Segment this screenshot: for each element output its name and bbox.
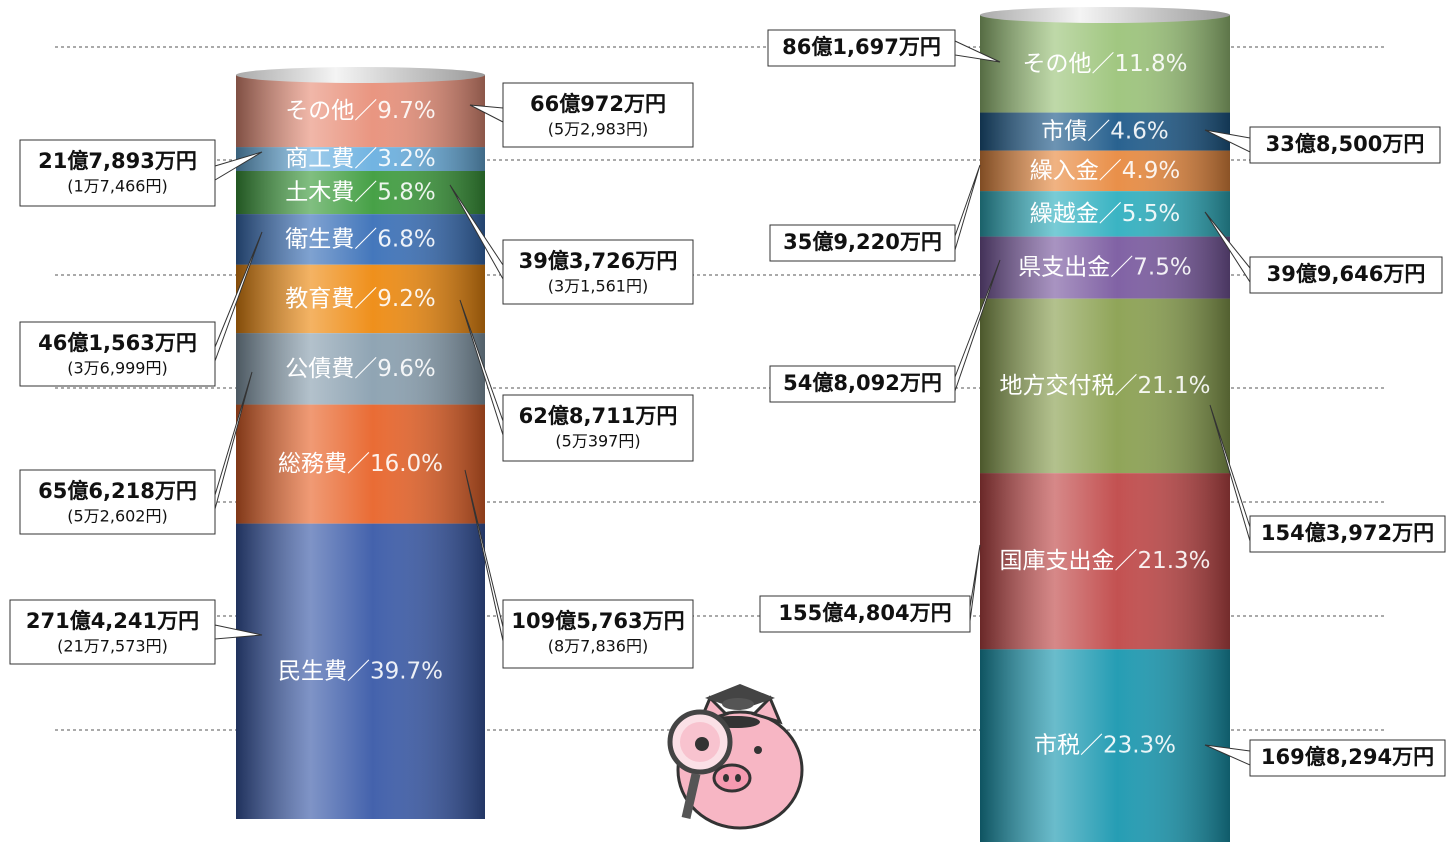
amount: 35億9,220万円 — [783, 230, 942, 254]
leader-line — [955, 165, 980, 250]
cylinder: その他／9.7% 66億972万円 (5万2,983円) 商工費／3.2% 21億7,8… — [10, 67, 693, 819]
segment-name: 公債費／ — [285, 355, 377, 381]
amount: 169億8,294万円 — [1261, 745, 1434, 769]
segment-name: その他／ — [285, 98, 377, 124]
amount: 46億1,563万円 — [38, 331, 197, 355]
per-capita: (5万397円) — [555, 432, 640, 451]
amount: 154億3,972万円 — [1261, 521, 1434, 545]
pig-mascot — [670, 684, 802, 828]
segment-name: その他／ — [1022, 50, 1114, 76]
amount: 62億8,711万円 — [519, 404, 678, 428]
segment-value: 6.8% — [377, 226, 435, 252]
amount: 39億3,726万円 — [519, 249, 678, 273]
segment-label: 民生費／39.7% — [278, 658, 443, 684]
cylinder-top — [236, 67, 485, 83]
segment-label: 公債費／9.6% — [285, 355, 435, 381]
segment-label: 教育費／9.2% — [285, 285, 435, 311]
per-capita: (8万7,836円) — [548, 637, 648, 656]
segment-value: 39.7% — [370, 658, 443, 684]
amount: 54億8,092万円 — [783, 371, 942, 395]
segment-name: 商工費／ — [285, 146, 377, 172]
per-capita: (3万1,561円) — [548, 277, 648, 296]
segment-value: 9.6% — [377, 355, 435, 381]
segment-label: 総務費／16.0% — [278, 451, 443, 477]
segment-value: 7.5% — [1133, 254, 1191, 280]
segment-name: 県支出金／ — [1018, 254, 1133, 280]
segment-label: その他／9.7% — [285, 98, 435, 124]
segment-name: 繰入金／ — [1030, 157, 1122, 183]
segment-label: 商工費／3.2% — [285, 146, 435, 172]
segment-label: 衛生費／6.8% — [285, 226, 435, 252]
amount: 86億1,697万円 — [782, 35, 941, 59]
segment-value: 5.5% — [1122, 200, 1180, 226]
segment-name: 市債／ — [1041, 118, 1110, 144]
amount: 65億6,218万円 — [38, 479, 197, 503]
amount: 21億7,893万円 — [38, 149, 197, 173]
segment-name: 教育費／ — [285, 285, 377, 311]
segment-value: 4.6% — [1110, 118, 1168, 144]
amount: 155億4,804万円 — [778, 601, 951, 625]
amount: 39億9,646万円 — [1267, 262, 1426, 286]
segment-value: 11.8% — [1114, 50, 1187, 76]
per-capita: (5万2,983円) — [548, 120, 648, 139]
segment-name: 地方交付税／ — [999, 372, 1137, 398]
segment-value: 21.1% — [1137, 372, 1210, 398]
segment-name: 国庫支出金／ — [999, 548, 1137, 574]
cylinder-top — [980, 7, 1230, 23]
segment-name: 土木費／ — [285, 179, 377, 205]
segment-name: 市税／ — [1034, 732, 1103, 758]
segment-value: 21.3% — [1137, 548, 1210, 574]
segment-name: 総務費／ — [278, 451, 370, 477]
per-capita: (1万7,466円) — [67, 177, 167, 196]
segment-label: 市税／23.3% — [1034, 732, 1176, 758]
segment-value: 5.8% — [377, 179, 435, 205]
segment-name: 繰越金／ — [1030, 200, 1122, 226]
segment-value: 9.7% — [377, 98, 435, 124]
segment-value: 3.2% — [377, 146, 435, 172]
segment-value: 9.2% — [377, 285, 435, 311]
amount: 33億8,500万円 — [1266, 132, 1425, 156]
segment-label: 繰入金／4.9% — [1030, 157, 1180, 183]
segment-name: 民生費／ — [278, 658, 370, 684]
segment-label: 地方交付税／21.1% — [999, 372, 1210, 398]
chart: その他／9.7%66億972万円(5万2,983円)商工費／3.2%21億7,8… — [0, 0, 1449, 842]
amount: 66億972万円 — [530, 92, 666, 116]
per-capita: (3万6,999円) — [67, 359, 167, 378]
segment-value: 16.0% — [370, 451, 443, 477]
segment-value: 4.9% — [1122, 157, 1180, 183]
segment-label: 市債／4.6% — [1041, 118, 1168, 144]
segment-value: 23.3% — [1103, 732, 1176, 758]
per-capita: (21万7,573円) — [57, 637, 168, 656]
amount: 109億5,763万円 — [511, 609, 684, 633]
segment-label: その他／11.8% — [1022, 50, 1187, 76]
segment-label: 繰越金／5.5% — [1030, 200, 1180, 226]
leader-line — [970, 545, 980, 621]
segment-name: 衛生費／ — [285, 226, 377, 252]
per-capita: (5万2,602円) — [67, 507, 167, 526]
segment-label: 国庫支出金／21.3% — [999, 548, 1210, 574]
segment-label: 県支出金／7.5% — [1018, 254, 1191, 280]
segment-label: 土木費／5.8% — [285, 179, 435, 205]
amount: 271億4,241万円 — [26, 609, 199, 633]
